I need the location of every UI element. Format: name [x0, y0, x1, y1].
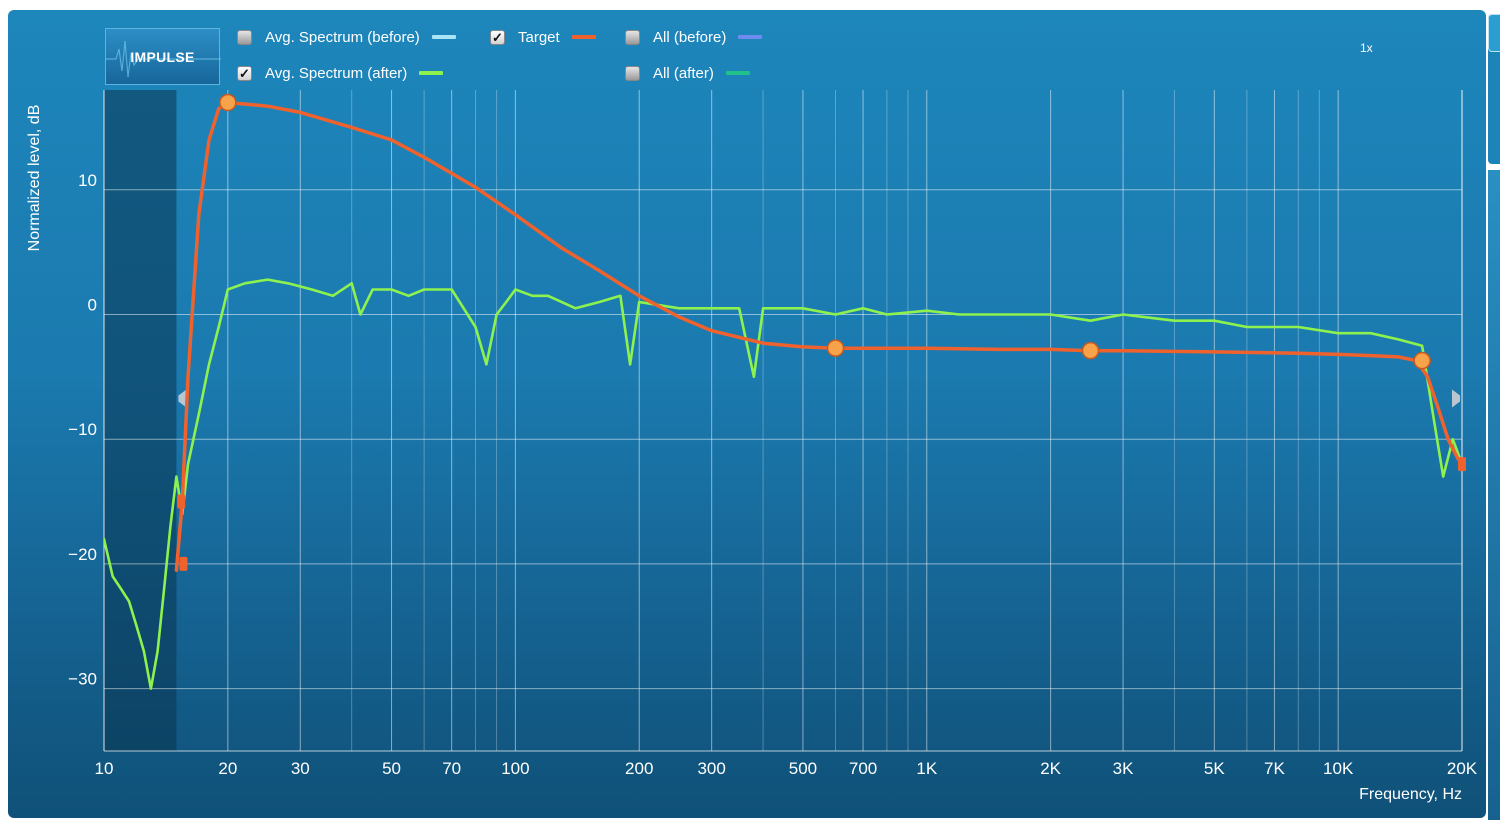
x-tick-label: 50	[382, 759, 401, 778]
legend-label: All (after)	[653, 64, 714, 82]
x-tick-label: 20K	[1447, 759, 1478, 778]
y-tick-label: −30	[68, 670, 97, 689]
legend-label: Target	[518, 28, 560, 46]
low-limit-handle	[178, 389, 187, 408]
low-limit-zone	[104, 90, 177, 751]
y-axis-label: Normalized level, dB	[26, 105, 43, 252]
zoom-level[interactable]: 1x	[1360, 41, 1373, 55]
all-after-swatch	[725, 71, 750, 75]
x-tick-label: 10	[95, 759, 114, 778]
legend-label: Avg. Spectrum (after)	[265, 64, 408, 82]
x-tick-label: 100	[501, 759, 529, 778]
eq-panel	[8, 10, 1486, 818]
target-checkbox[interactable]: ✓	[490, 29, 505, 45]
avg-before-swatch	[431, 35, 456, 39]
side-panel-edge	[1488, 170, 1500, 820]
legend-all-after[interactable]: All (after)	[625, 63, 750, 83]
target-edge-handle	[179, 556, 188, 571]
x-tick-label: 500	[789, 759, 817, 778]
target-control-point[interactable]	[219, 93, 237, 112]
y-tick-label: 0	[88, 295, 97, 314]
legend-target[interactable]: ✓ Target	[490, 27, 596, 47]
side-panel-tab-button[interactable]	[1488, 14, 1500, 52]
avg-after-checkbox[interactable]: ✓	[237, 65, 252, 81]
y-tick-label: −10	[68, 420, 97, 439]
target-control-point[interactable]	[1081, 341, 1100, 360]
legend-all-before[interactable]: All (before)	[625, 27, 763, 47]
x-tick-label: 7K	[1264, 759, 1285, 778]
x-tick-label: 30	[291, 759, 310, 778]
avg-after-swatch	[419, 71, 444, 75]
all-before-swatch	[738, 35, 763, 39]
x-tick-label: 10K	[1323, 759, 1354, 778]
y-tick-label: −20	[68, 545, 97, 564]
x-tick-label: 200	[625, 759, 653, 778]
x-tick-label: 5K	[1204, 759, 1225, 778]
x-tick-label: 3K	[1113, 759, 1134, 778]
legend-avg-spectrum-before[interactable]: Avg. Spectrum (before)	[237, 27, 456, 47]
impulse-button-label: IMPULSE	[130, 48, 195, 65]
legend-label: All (before)	[653, 28, 727, 46]
x-tick-label: 700	[849, 759, 877, 778]
x-axis-label: Frequency, Hz	[1359, 786, 1462, 803]
avg-spectrum-after-line	[104, 278, 1462, 690]
target-edge-handle	[177, 494, 186, 509]
target-control-point[interactable]	[1413, 351, 1431, 370]
waveform-icon	[106, 40, 221, 78]
target-control-point[interactable]	[826, 339, 845, 357]
avg-before-checkbox[interactable]	[237, 29, 252, 45]
target-swatch	[571, 35, 596, 39]
legend-label: Avg. Spectrum (before)	[265, 28, 420, 46]
all-after-checkbox[interactable]	[625, 65, 640, 81]
x-tick-label: 20	[218, 759, 237, 778]
x-tick-label: 1K	[916, 759, 937, 778]
x-tick-label: 300	[697, 759, 725, 778]
x-tick-label: 2K	[1040, 759, 1061, 778]
target-edge-handle	[1458, 457, 1466, 472]
target-curve	[174, 100, 1462, 572]
high-limit-handle	[1452, 389, 1460, 408]
impulse-button[interactable]: IMPULSE	[105, 28, 221, 85]
legend-avg-spectrum-after[interactable]: ✓ Avg. Spectrum (after)	[237, 63, 444, 83]
x-tick-label: 70	[442, 759, 461, 778]
all-before-checkbox[interactable]	[625, 29, 640, 45]
y-tick-label: 10	[78, 171, 97, 190]
